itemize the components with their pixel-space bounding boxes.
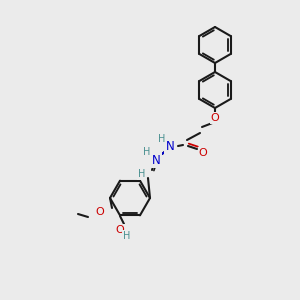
Text: O: O (116, 225, 124, 235)
Text: O: O (199, 148, 207, 158)
Text: H: H (143, 147, 151, 157)
Text: N: N (152, 154, 160, 166)
Text: N: N (166, 140, 174, 152)
Text: H: H (138, 169, 145, 179)
Text: O: O (211, 113, 219, 123)
Text: O: O (96, 207, 104, 217)
Text: H: H (123, 231, 131, 241)
Text: H: H (158, 134, 166, 144)
